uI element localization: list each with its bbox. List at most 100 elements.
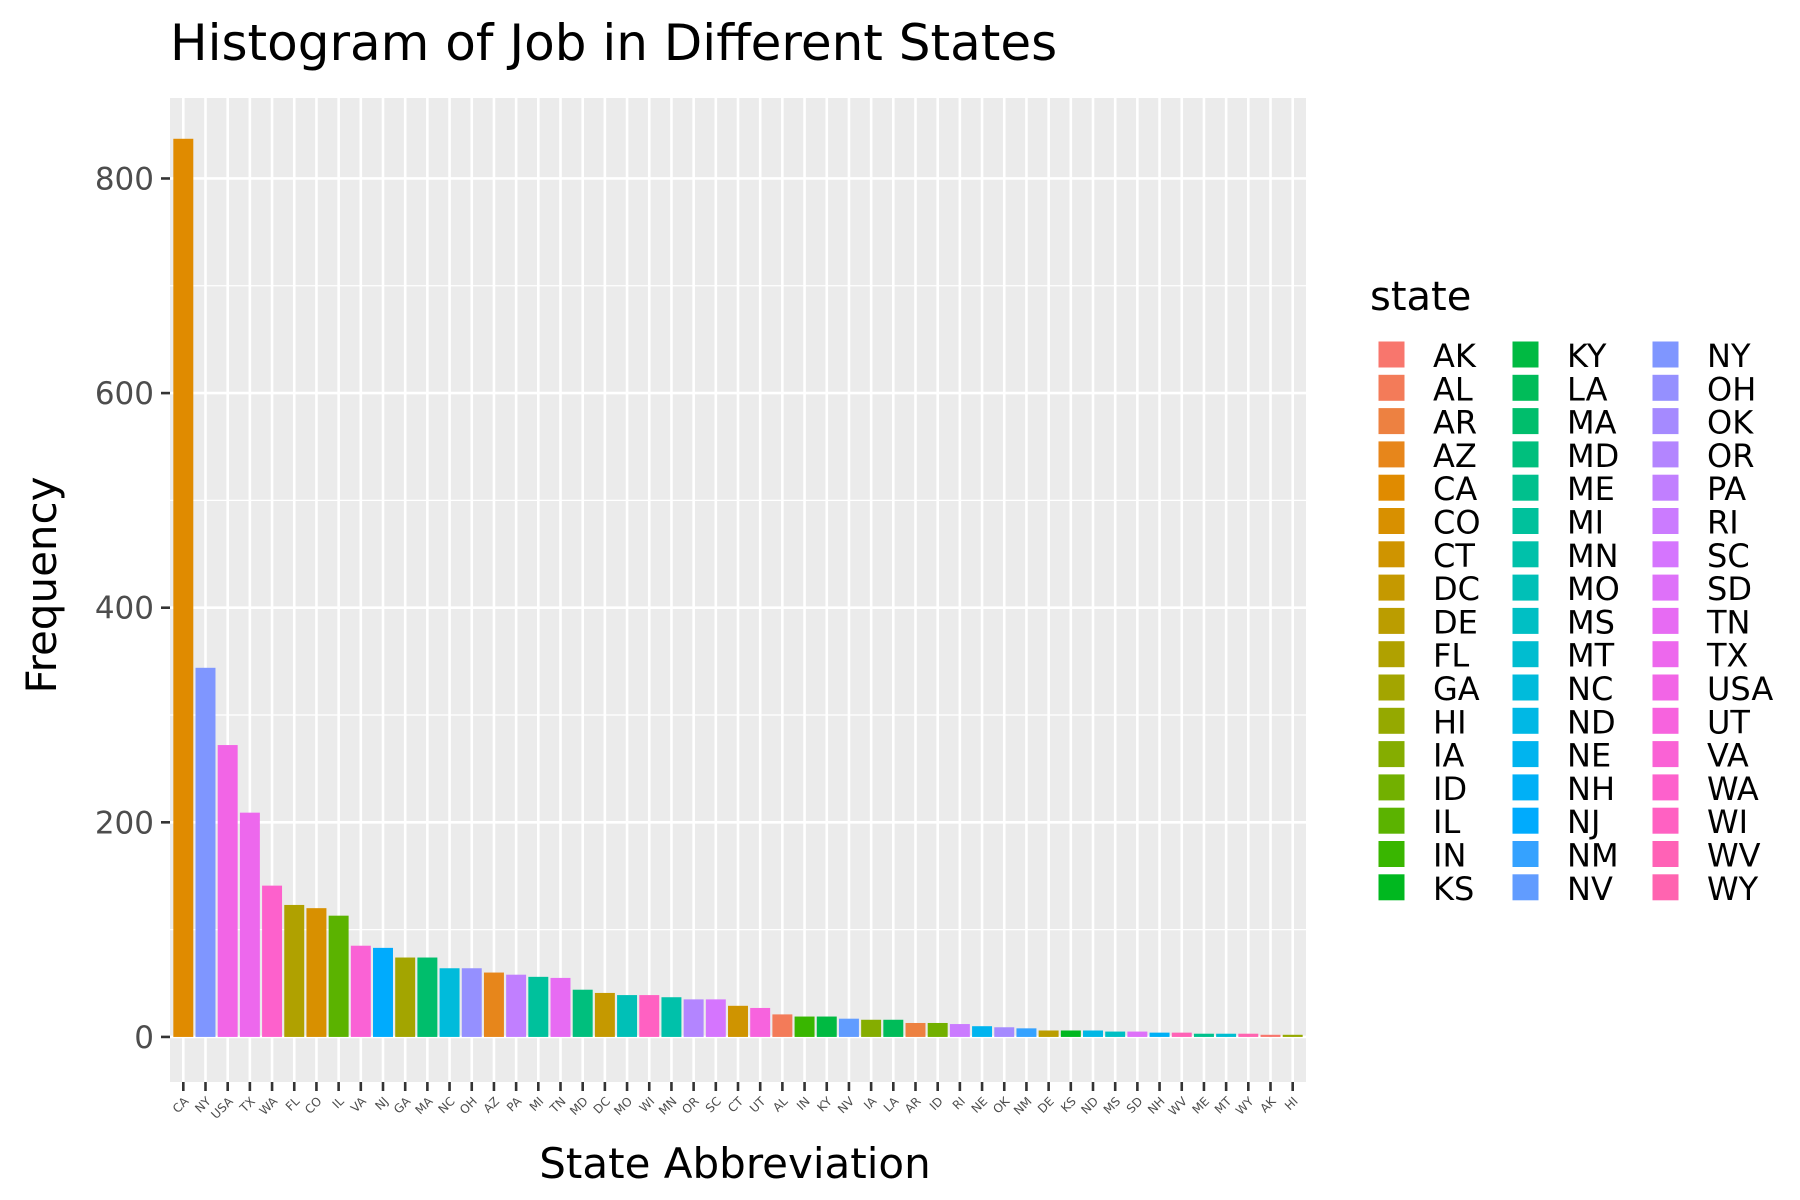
legend-label: HI xyxy=(1433,703,1467,741)
legend-item-wa: WA xyxy=(1651,770,1759,808)
legend-item-mi: MI xyxy=(1511,504,1604,542)
legend-key xyxy=(1651,706,1680,735)
legend-key xyxy=(1377,573,1406,602)
x-tick-label: PA xyxy=(504,1094,525,1115)
x-tick-label: NH xyxy=(1145,1094,1168,1117)
legend-key xyxy=(1377,773,1406,802)
legend-key xyxy=(1511,340,1540,369)
legend-item-va: VA xyxy=(1651,737,1749,775)
bar-ne xyxy=(972,1026,993,1037)
legend-key xyxy=(1377,640,1406,669)
legend-label: AZ xyxy=(1433,437,1477,475)
x-tick-label: MI xyxy=(527,1094,547,1114)
bar-sd xyxy=(1127,1031,1148,1037)
legend-key xyxy=(1511,806,1540,835)
bar-ca xyxy=(173,138,194,1037)
legend-key xyxy=(1651,606,1680,635)
legend-key xyxy=(1511,573,1540,602)
legend-item-ny: NY xyxy=(1651,337,1751,375)
x-tick-label: NE xyxy=(969,1094,991,1116)
x-tick-label: AR xyxy=(902,1094,924,1116)
bar-ga xyxy=(395,957,416,1037)
x-tick-label: NC xyxy=(436,1094,458,1116)
legend-item-nj: NJ xyxy=(1511,803,1600,841)
legend-key xyxy=(1511,540,1540,569)
plot-panel xyxy=(170,98,1306,1082)
bar-mt xyxy=(1216,1033,1237,1037)
bar-nj xyxy=(373,947,393,1037)
x-axis-title: State Abbreviation xyxy=(539,1139,930,1188)
legend-label: RI xyxy=(1707,504,1739,542)
legend-item-nv: NV xyxy=(1511,870,1613,908)
legend-key xyxy=(1651,740,1680,769)
legend-label: IN xyxy=(1433,837,1466,875)
legend-item-ga: GA xyxy=(1377,670,1480,708)
bar-usa xyxy=(217,745,238,1037)
bar-va xyxy=(350,945,371,1037)
legend-item-or: OR xyxy=(1651,437,1754,475)
x-tick-label: AL xyxy=(770,1094,791,1115)
legend-key xyxy=(1511,473,1540,502)
legend-key xyxy=(1651,540,1680,569)
legend-key xyxy=(1511,407,1540,436)
legend: state AKALARAZCACOCTDCDEFLGAHIIAIDILINKS… xyxy=(1370,274,1773,908)
legend-label: NC xyxy=(1567,670,1613,708)
legend-label: NJ xyxy=(1567,803,1600,841)
legend-key xyxy=(1511,740,1540,769)
x-tick-label: MD xyxy=(567,1094,591,1118)
legend-label: KS xyxy=(1433,870,1474,908)
legend-label: KY xyxy=(1567,337,1607,375)
x-tick-label: WV xyxy=(1166,1094,1191,1119)
legend-label: NM xyxy=(1567,837,1619,875)
y-tick-label: 0 xyxy=(134,1020,154,1056)
legend-label: TN xyxy=(1706,603,1750,641)
legend-key xyxy=(1651,473,1680,502)
bar-al xyxy=(772,1014,793,1037)
bar-sc xyxy=(705,999,726,1037)
legend-item-nd: ND xyxy=(1511,703,1616,741)
x-tick-label: ID xyxy=(927,1094,946,1113)
legend-key xyxy=(1651,373,1680,402)
x-tick-label: NJ xyxy=(372,1094,391,1113)
legend-label: AK xyxy=(1433,337,1477,375)
x-tick-label: MT xyxy=(1212,1094,1235,1117)
legend-key xyxy=(1377,373,1406,402)
bar-fl xyxy=(284,904,305,1037)
bar-de xyxy=(1038,1030,1059,1037)
legend-item-sc: SC xyxy=(1651,537,1750,575)
legend-key xyxy=(1377,340,1406,369)
legend-key xyxy=(1651,640,1680,669)
legend-label: OR xyxy=(1707,437,1754,475)
legend-key xyxy=(1651,773,1680,802)
bar-or xyxy=(683,999,704,1037)
x-tick-label: ND xyxy=(1078,1094,1101,1117)
bar-hi xyxy=(1282,1034,1303,1037)
legend-item-tx: TX xyxy=(1651,637,1748,675)
legend-label: DE xyxy=(1433,603,1478,641)
x-tick-label: CT xyxy=(725,1094,746,1115)
legend-key xyxy=(1511,440,1540,469)
x-tick-label: KS xyxy=(1058,1094,1079,1115)
x-tick-label: OR xyxy=(679,1094,701,1116)
legend-item-ne: NE xyxy=(1511,737,1611,775)
legend-label: MN xyxy=(1567,537,1619,575)
legend-key xyxy=(1511,873,1540,902)
legend-label: IL xyxy=(1433,803,1460,841)
legend-item-ms: MS xyxy=(1511,603,1615,641)
chart-title: Histogram of Job in Different States xyxy=(170,14,1058,72)
legend-key xyxy=(1377,407,1406,436)
bar-ut xyxy=(750,1007,771,1037)
x-tick-label: MA xyxy=(412,1094,436,1118)
bar-md xyxy=(572,989,593,1037)
legend-item-mt: MT xyxy=(1511,637,1615,675)
legend-item-hi: HI xyxy=(1377,703,1467,741)
bar-il xyxy=(328,915,349,1037)
x-tick-label: MS xyxy=(1101,1094,1124,1117)
bar-ia xyxy=(861,1019,882,1037)
legend-item-dc: DC xyxy=(1377,570,1480,608)
bar-id xyxy=(927,1022,948,1037)
legend-label: MT xyxy=(1567,637,1615,675)
y-tick-label: 600 xyxy=(95,376,154,412)
